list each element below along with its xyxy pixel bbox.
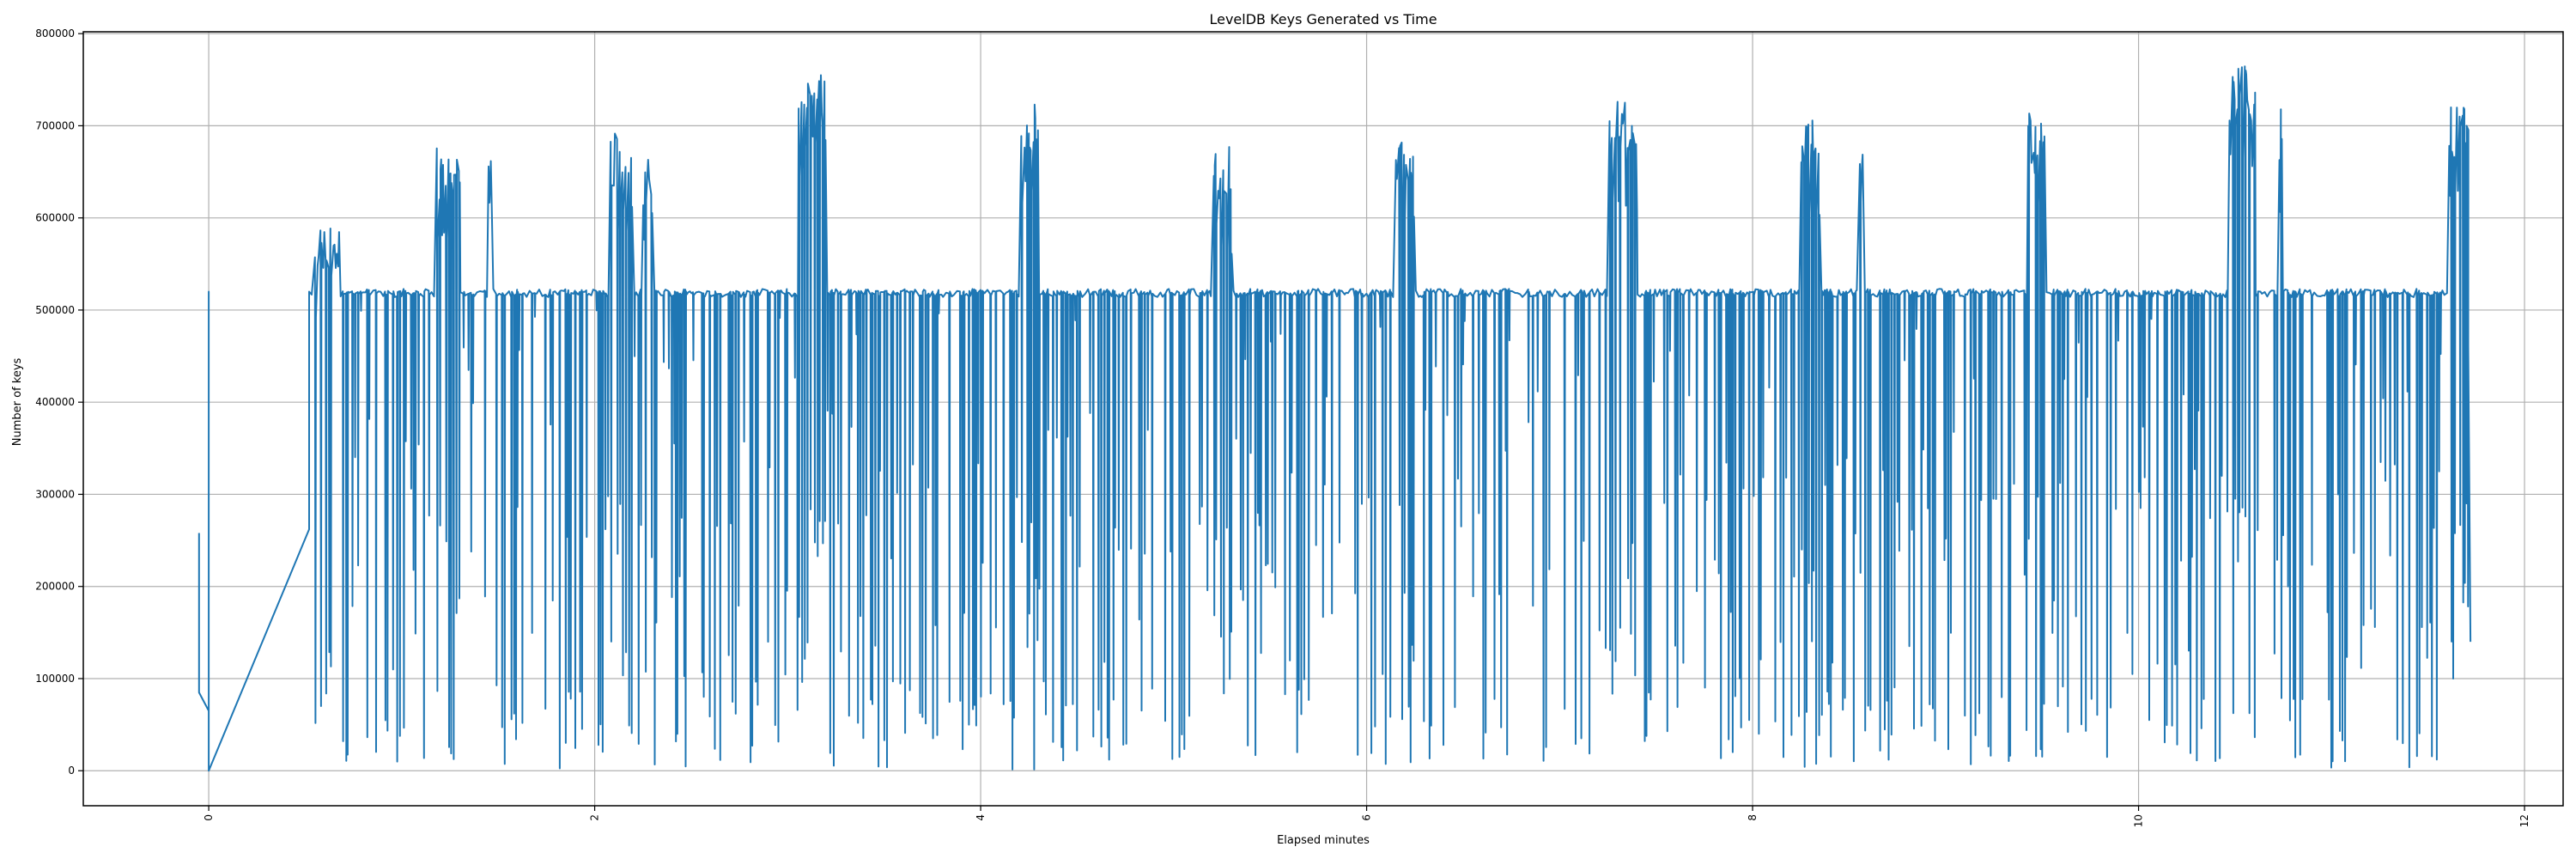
y-tick-label: 200000 bbox=[35, 581, 75, 593]
y-tick-label: 600000 bbox=[35, 212, 75, 224]
x-tick-label: 12 bbox=[2518, 814, 2530, 827]
chart-title: LevelDB Keys Generated vs Time bbox=[1209, 11, 1437, 27]
y-tick-label: 800000 bbox=[35, 27, 75, 40]
x-tick-label: 10 bbox=[2133, 814, 2145, 827]
x-tick-label: 2 bbox=[589, 814, 601, 821]
x-tick-label: 0 bbox=[203, 814, 215, 821]
y-tick-label: 0 bbox=[68, 765, 75, 777]
y-tick-label: 700000 bbox=[35, 119, 75, 131]
y-tick-label: 400000 bbox=[35, 396, 75, 408]
x-tick-label: 6 bbox=[1361, 814, 1373, 821]
y-axis: 0 100000 200000 300000 400000 500000 600000 700… bbox=[35, 27, 83, 777]
y-tick-label: 100000 bbox=[35, 673, 75, 685]
series-line bbox=[197, 65, 2472, 772]
y-tick-label: 500000 bbox=[35, 304, 75, 316]
y-axis-label: Number of keys bbox=[11, 358, 24, 447]
x-axis: 0 2 4 6 8 10 12 bbox=[203, 806, 2530, 827]
plot-frame bbox=[82, 31, 2564, 807]
y-tick-label: 300000 bbox=[35, 488, 75, 500]
data-series bbox=[197, 65, 2472, 772]
x-tick-label: 4 bbox=[975, 814, 987, 821]
x-axis-label: Elapsed minutes bbox=[1277, 834, 1370, 847]
x-tick-label: 8 bbox=[1747, 814, 1759, 821]
